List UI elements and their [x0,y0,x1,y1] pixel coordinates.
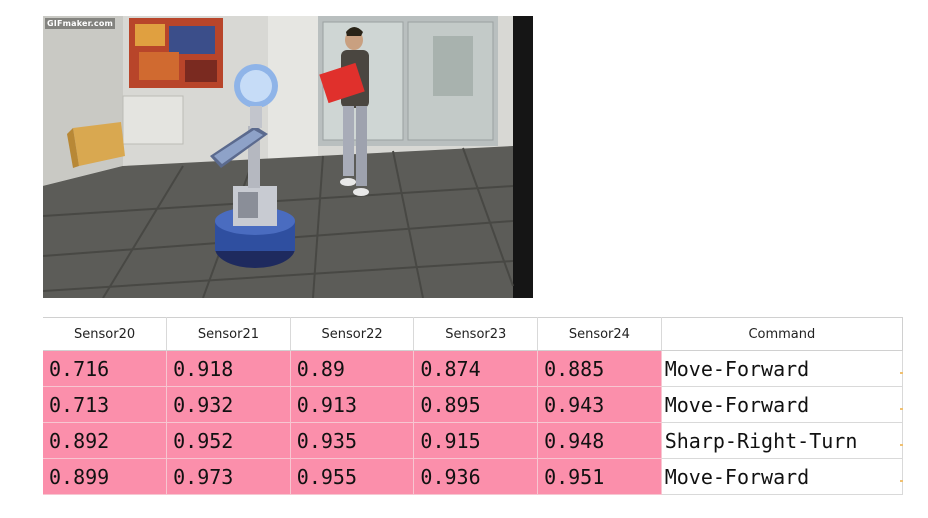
table-row: 0.892 0.952 0.935 0.915 0.948 Sharp-Righ… [43,422,904,459]
table-cell[interactable]: 0.885 [537,350,662,387]
table-cell[interactable]: 0.918 [166,350,291,387]
table-cell[interactable]: 0.943 [537,386,662,423]
row-edge-marker [900,372,903,374]
column-header-sensor22[interactable]: Sensor22 [290,317,415,351]
command-cell[interactable]: Move-Forward [661,350,904,387]
table-row: 0.713 0.932 0.913 0.895 0.943 Move-Forwa… [43,386,904,423]
table-cell[interactable]: 0.932 [166,386,291,423]
robot-scene-illustration [43,16,533,298]
column-header-sensor24[interactable]: Sensor24 [537,317,662,351]
table-cell[interactable]: 0.895 [413,386,539,423]
table-cell[interactable]: 0.955 [290,458,415,495]
table-cell[interactable]: 0.892 [43,422,168,459]
row-edge-marker [900,480,903,482]
row-edge-marker [900,408,903,410]
row-edge-marker [900,444,903,446]
table-cell[interactable]: 0.716 [43,350,168,387]
table-cell[interactable]: 0.915 [413,422,539,459]
table-cell[interactable]: 0.935 [290,422,415,459]
command-cell[interactable]: Sharp-Right-Turn [661,422,904,459]
table-cell[interactable]: 0.913 [290,386,415,423]
command-cell[interactable]: Move-Forward [661,458,904,495]
robot-photo: GIFmaker.com [43,16,533,298]
column-header-command[interactable]: Command [661,317,904,351]
table-cell[interactable]: 0.973 [166,458,291,495]
sensor-table: Sensor20 Sensor21 Sensor22 Sensor23 Sens… [43,317,904,495]
table-header-row: Sensor20 Sensor21 Sensor22 Sensor23 Sens… [43,317,904,351]
table-cell[interactable]: 0.948 [537,422,662,459]
column-header-sensor20[interactable]: Sensor20 [43,317,168,351]
table-cell[interactable]: 0.874 [413,350,539,387]
table-row: 0.899 0.973 0.955 0.936 0.951 Move-Forwa… [43,458,904,495]
command-cell[interactable]: Move-Forward [661,386,904,423]
column-header-sensor21[interactable]: Sensor21 [166,317,291,351]
table-cell[interactable]: 0.952 [166,422,291,459]
watermark-text: GIFmaker.com [45,18,116,29]
table-cell[interactable]: 0.713 [43,386,168,423]
table-cell[interactable]: 0.899 [43,458,168,495]
table-row: 0.716 0.918 0.89 0.874 0.885 Move-Forwar… [43,350,904,387]
table-cell[interactable]: 0.936 [413,458,539,495]
column-header-sensor23[interactable]: Sensor23 [413,317,539,351]
table-cell[interactable]: 0.951 [537,458,662,495]
table-cell[interactable]: 0.89 [290,350,415,387]
